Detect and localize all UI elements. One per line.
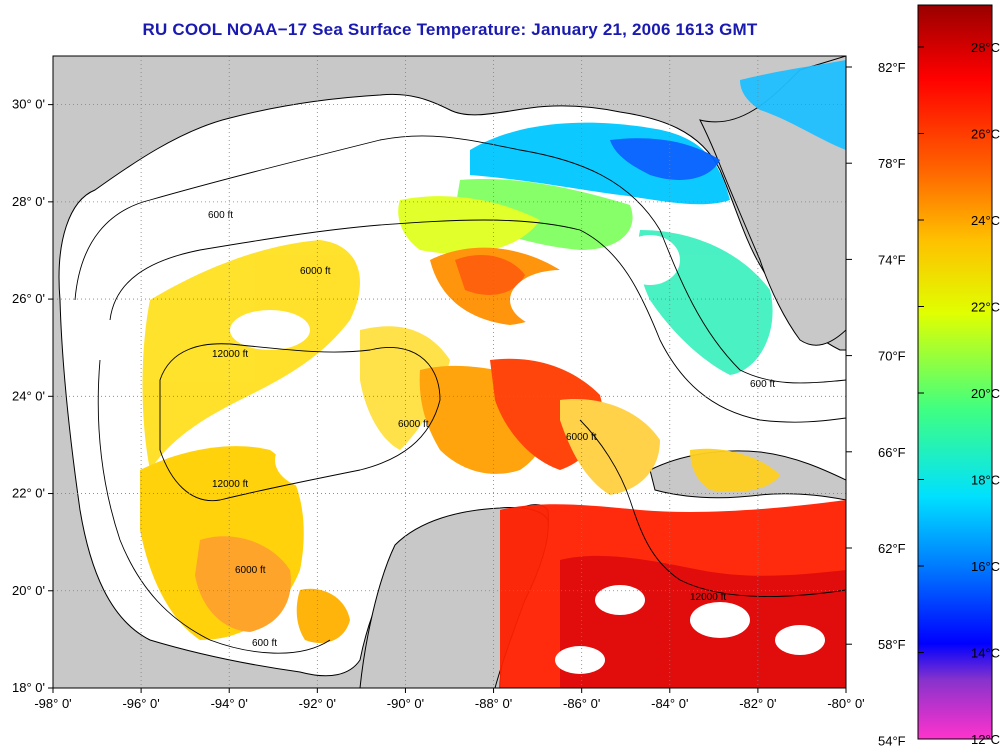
fahrenheit-labels: 82°F 78°F 74°F 70°F 66°F 62°F 58°F 54°F (846, 60, 906, 748)
celsius-tick-label: 12°C (971, 732, 1000, 747)
latitude-tick-label: 26° 0' (12, 291, 45, 306)
latitude-tick-label: 20° 0' (12, 583, 45, 598)
latitude-tick-label: 24° 0' (12, 388, 45, 403)
map-grid (53, 56, 846, 688)
longitude-tick-label: -86° 0' (563, 696, 600, 711)
longitude-tick-label: -88° 0' (475, 696, 512, 711)
celsius-tick-label: 22°C (971, 300, 1000, 315)
celsius-tick-label: 28°C (971, 40, 1000, 55)
fahrenheit-tick-label: 78°F (878, 156, 906, 171)
contour-label: 12000 ft (690, 592, 726, 603)
contour-label: 6000 ft (398, 419, 429, 430)
map-frame (52, 55, 847, 689)
colorbar-labels: 28°C 26°C 24°C 22°C 20°C 18°C 16°C 14°C 12°C (918, 40, 1000, 747)
longitude-tick-label: -96° 0' (122, 696, 159, 711)
celsius-tick-label: 26°C (971, 127, 1000, 142)
latitude-labels: 18° 0' 20° 0' 22° 0' 24° 0' 26° 0' 28° 0' 30° … (12, 97, 53, 695)
contour-label: 600 ft (750, 379, 775, 390)
fahrenheit-tick-label: 82°F (878, 60, 906, 75)
longitude-tick-label: -84° 0' (651, 696, 688, 711)
contour-label: 6000 ft (235, 565, 266, 576)
longitude-labels: -98° 0' -96° 0' -94° 0' -92° 0' -90° 0' -88° … (34, 688, 865, 711)
contour-label: 12000 ft (212, 479, 248, 490)
fahrenheit-tick-label: 58°F (878, 637, 906, 652)
celsius-tick-label: 24°C (971, 213, 1000, 228)
celsius-tick-label: 14°C (971, 646, 1000, 661)
colorbar (917, 4, 993, 740)
cloud-cover (230, 235, 825, 674)
fahrenheit-tick-label: 54°F (878, 733, 906, 748)
depth-contours (74, 135, 846, 654)
longitude-tick-label: -82° 0' (739, 696, 776, 711)
longitude-tick-label: -90° 0' (387, 696, 424, 711)
fahrenheit-tick-label: 66°F (878, 445, 906, 460)
latitude-tick-label: 22° 0' (12, 486, 45, 501)
latitude-tick-label: 18° 0' (12, 680, 45, 695)
longitude-tick-label: -92° 0' (299, 696, 336, 711)
celsius-tick-label: 20°C (971, 386, 1000, 401)
contour-label: 12000 ft (212, 349, 248, 360)
contour-label: 600 ft (208, 210, 233, 221)
longitude-tick-label: -80° 0' (827, 696, 864, 711)
fahrenheit-tick-label: 62°F (878, 541, 906, 556)
fahrenheit-tick-label: 74°F (878, 252, 906, 267)
longitude-tick-label: -98° 0' (34, 696, 71, 711)
celsius-tick-label: 18°C (971, 473, 1000, 488)
latitude-tick-label: 30° 0' (12, 97, 45, 112)
contour-label: 6000 ft (300, 266, 331, 277)
latitude-tick-label: 28° 0' (12, 194, 45, 209)
contour-label: 600 ft (252, 638, 277, 649)
celsius-tick-label: 16°C (971, 559, 1000, 574)
map-title: RU COOL NOAA−17 Sea Surface Temperature:… (142, 20, 758, 39)
fahrenheit-tick-label: 70°F (878, 349, 906, 364)
longitude-tick-label: -94° 0' (211, 696, 248, 711)
contour-label: 6000 ft (566, 432, 597, 443)
